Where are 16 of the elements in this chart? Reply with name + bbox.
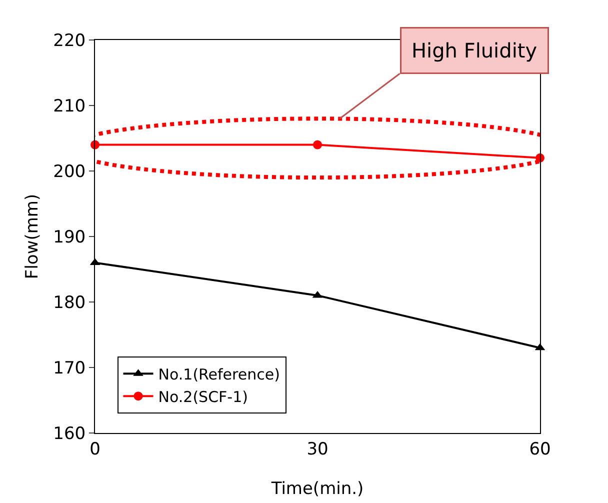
x-axis-title: Time(min.) (270, 479, 364, 499)
y-tick-label: 190 (53, 227, 86, 248)
y-tick-label: 200 (53, 162, 86, 182)
y-tick-label: 160 (53, 424, 86, 444)
y-tick-label: 210 (53, 96, 86, 116)
y-axis-title: Flow(mm) (22, 194, 43, 280)
legend-label: No.2(SCF-1) (158, 388, 248, 406)
point (313, 140, 322, 150)
annotation: High Fluidity (412, 38, 538, 62)
y-tick-label: 170 (53, 358, 86, 378)
y-tick-label: 220 (53, 30, 86, 51)
legend-label: No.1(Reference) (158, 365, 280, 384)
x-tick-label: 0 (90, 439, 100, 460)
x-tick-label: 30 (306, 439, 328, 460)
x-tick-label: 60 (529, 439, 551, 460)
y-tick-label: 180 (53, 292, 86, 313)
